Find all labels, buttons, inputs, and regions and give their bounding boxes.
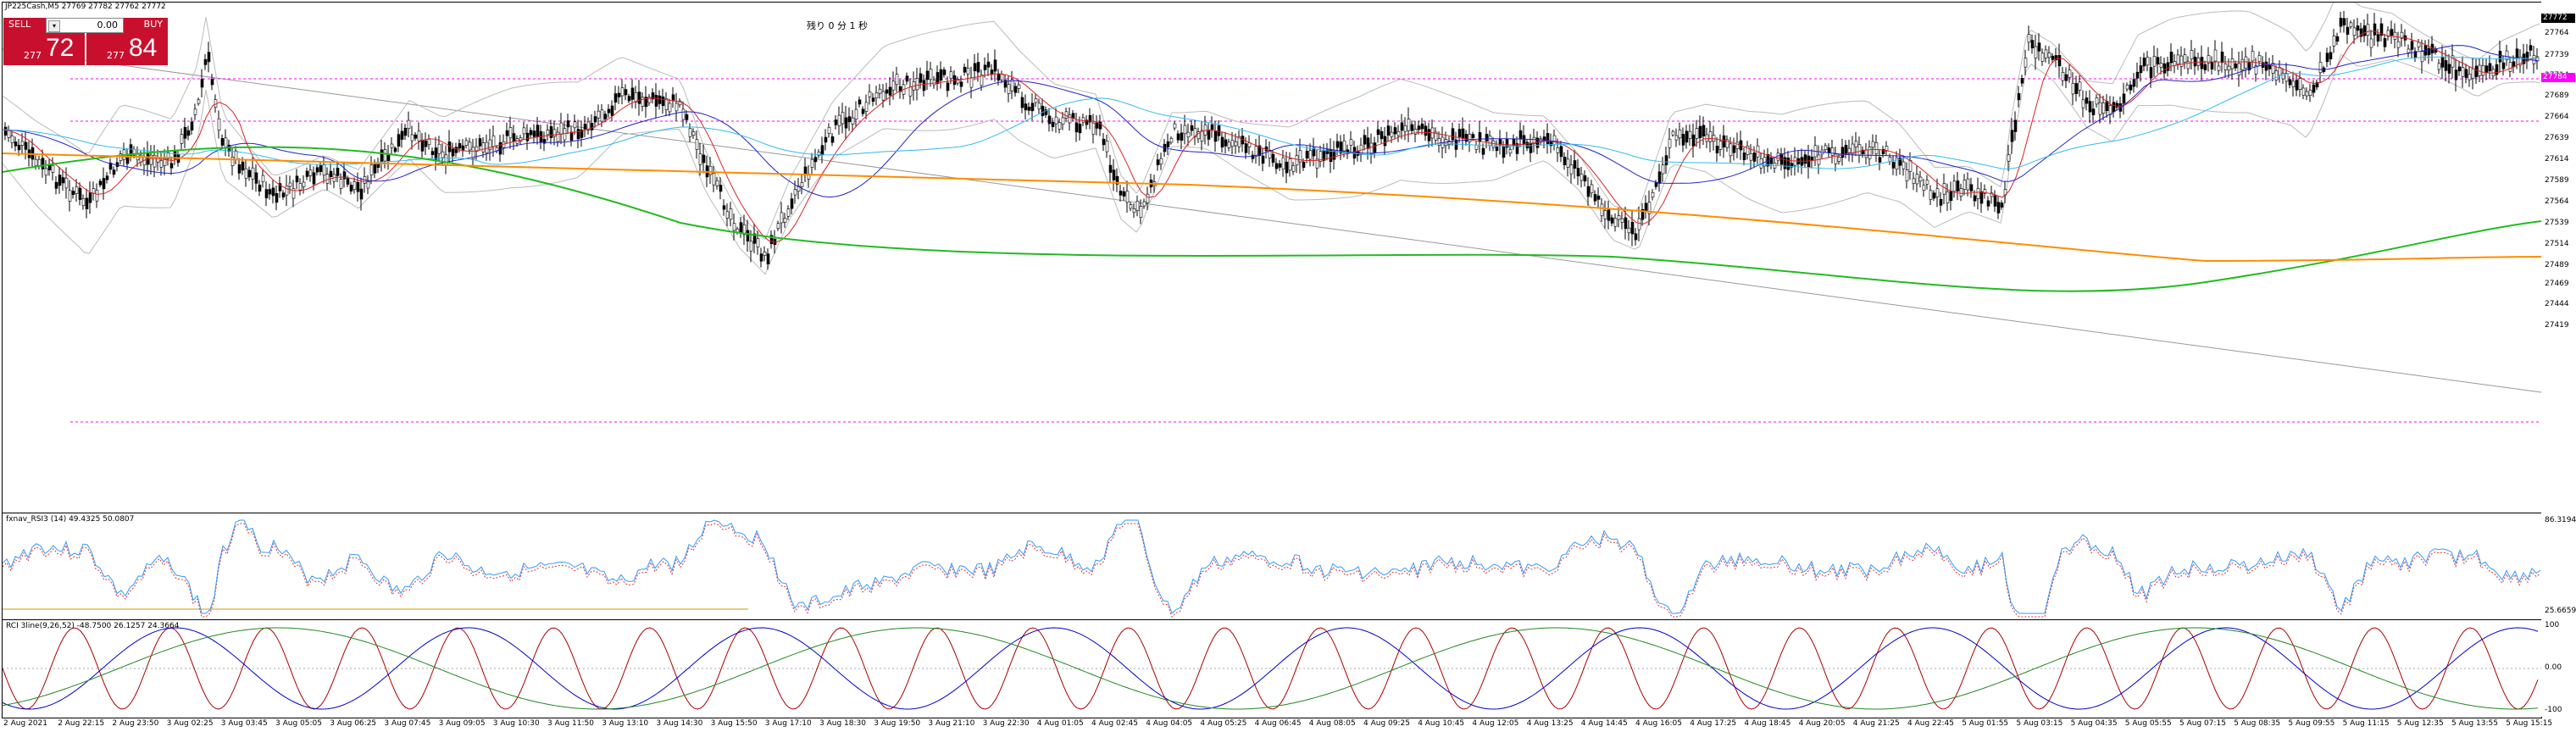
time-axis-label: 4 Aug 22:45	[1907, 719, 1954, 728]
buy-price-pips: 84	[129, 34, 158, 62]
time-axis-label: 3 Aug 15:50	[710, 719, 758, 728]
price-chart-canvas[interactable]	[3, 3, 2541, 513]
rsi-indicator-panel[interactable]: fxnav_RSI3 (14) 49.4325 50.0807	[2, 513, 2542, 620]
sell-label: SELL	[8, 19, 31, 30]
time-axis-label: 5 Aug 01:55	[1962, 719, 2009, 728]
time-axis-label: 2 Aug 22:15	[58, 719, 105, 728]
buy-label: BUY	[143, 19, 163, 30]
time-axis-label: 3 Aug 13:10	[602, 719, 649, 728]
time-axis-label: 4 Aug 06:45	[1254, 719, 1302, 728]
buy-price-prefix: 277	[107, 50, 125, 61]
one-click-trading-panel: SELL 277 72 BUY 277 84 ▾ 0.00	[3, 18, 168, 65]
price-axis-label: 27419	[2545, 321, 2569, 330]
rsi-indicator-title: fxnav_RSI3 (14) 49.4325 50.0807	[6, 515, 135, 524]
rsi-chart-canvas	[3, 519, 2541, 618]
buy-button[interactable]: BUY 277 84	[86, 18, 168, 65]
time-axis-label: 5 Aug 03:15	[2016, 719, 2063, 728]
time-axis-label: 3 Aug 02:25	[166, 719, 214, 728]
bid-price-tag: 27772	[2541, 14, 2575, 23]
price-axis-label: 27514	[2545, 240, 2569, 248]
time-axis-label: 3 Aug 07:45	[384, 719, 431, 728]
time-axis-label: 3 Aug 05:05	[275, 719, 322, 728]
price-axis-label: 27589	[2545, 176, 2569, 185]
time-axis-label: 5 Aug 04:35	[2070, 719, 2118, 728]
price-axis-label: 27489	[2545, 261, 2569, 269]
time-axis-label: 4 Aug 13:25	[1526, 719, 1574, 728]
time-axis-label: 3 Aug 11:50	[547, 719, 594, 728]
time-axis-label: 4 Aug 20:05	[1798, 719, 1846, 728]
time-axis-label: 5 Aug 07:15	[2179, 719, 2226, 728]
time-axis-label: 3 Aug 09:05	[438, 719, 486, 728]
price-axis-label: 27539	[2545, 219, 2569, 227]
price-axis-label: 27564	[2545, 197, 2569, 206]
time-axis-label: 3 Aug 22:30	[982, 719, 1030, 728]
time-axis-label: 4 Aug 01:05	[1036, 719, 1084, 728]
time-axis-label: 5 Aug 15:15	[2506, 719, 2553, 728]
time-axis-label: 5 Aug 12:35	[2396, 719, 2444, 728]
time-axis-label: 2 Aug 2021	[3, 719, 47, 728]
price-axis-label: 27614	[2545, 155, 2569, 164]
lot-dropdown-arrow-icon[interactable]: ▾	[48, 20, 60, 32]
rci-axis-bottom-label: -100	[2545, 706, 2562, 714]
price-axis-label: 27764	[2545, 29, 2569, 37]
time-axis-label: 5 Aug 09:55	[2288, 719, 2335, 728]
time-axis-label: 4 Aug 21:25	[1852, 719, 1900, 728]
time-axis-label: 3 Aug 10:30	[492, 719, 540, 728]
time-axis-label: 3 Aug 14:30	[656, 719, 703, 728]
price-axis-label: 27639	[2545, 134, 2569, 142]
time-axis-label: 3 Aug 19:50	[874, 719, 921, 728]
time-axis-label: 4 Aug 12:05	[1472, 719, 1519, 728]
time-axis-label: 4 Aug 14:45	[1580, 719, 1628, 728]
time-axis-label: 4 Aug 05:25	[1200, 719, 1247, 728]
rci-indicator-title: RCI 3line(9,26,52) -48.7500 26.1257 24.3…	[6, 622, 180, 630]
bar-countdown: 残り 0 分 1 秒	[807, 20, 868, 31]
rci-axis-top-label: 100	[2545, 621, 2560, 629]
sell-price-prefix: 277	[24, 50, 42, 61]
time-axis-label: 5 Aug 05:55	[2124, 719, 2172, 728]
price-axis-label: 27689	[2545, 92, 2569, 100]
time-axis-label: 4 Aug 09:25	[1363, 719, 1410, 728]
symbol-header: JP225Cash,M5 27769 27782 27762 27772	[5, 3, 166, 11]
lot-size-input[interactable]: ▾ 0.00	[46, 18, 124, 33]
rsi-axis-top-label: 86.3194	[2545, 516, 2576, 524]
time-axis-label: 4 Aug 16:05	[1635, 719, 1682, 728]
time-axis-label: 4 Aug 04:05	[1146, 719, 1193, 728]
price-axis[interactable]	[2541, 0, 2576, 717]
time-axis-label: 4 Aug 02:45	[1091, 719, 1138, 728]
lot-size-value: 0.00	[97, 19, 119, 30]
time-axis-label: 3 Aug 17:10	[764, 719, 812, 728]
price-axis-label: 27469	[2545, 280, 2569, 288]
rci-axis-mid-label: 0.00	[2545, 663, 2562, 672]
time-axis-label: 4 Aug 08:05	[1308, 719, 1356, 728]
time-axis-label: 5 Aug 13:55	[2451, 719, 2498, 728]
rci-chart-canvas	[3, 627, 2541, 710]
time-axis-label: 3 Aug 21:10	[928, 719, 975, 728]
time-axis-label: 4 Aug 10:45	[1418, 719, 1465, 728]
rci-indicator-panel[interactable]: RCI 3line(9,26,52) -48.7500 26.1257 24.3…	[2, 619, 2542, 718]
sell-price-pips: 72	[46, 34, 75, 62]
time-axis-label: 5 Aug 08:35	[2234, 719, 2281, 728]
time-axis-label: 4 Aug 18:45	[1744, 719, 1791, 728]
rsi-axis-bottom-label: 25.6659	[2545, 607, 2576, 615]
time-axis-label: 3 Aug 18:30	[819, 719, 866, 728]
time-axis-label: 2 Aug 23:50	[112, 719, 159, 728]
price-axis-label: 27739	[2545, 51, 2569, 59]
time-axis-label: 3 Aug 03:45	[220, 719, 268, 728]
ask-price-tag: 27784	[2541, 73, 2575, 82]
time-axis-label: 4 Aug 17:25	[1690, 719, 1737, 728]
price-chart-panel[interactable]	[2, 2, 2542, 513]
time-axis-label: 3 Aug 06:25	[330, 719, 377, 728]
price-axis-label: 27664	[2545, 113, 2569, 121]
price-axis-label: 27444	[2545, 300, 2569, 308]
time-axis-label: 5 Aug 11:15	[2342, 719, 2390, 728]
